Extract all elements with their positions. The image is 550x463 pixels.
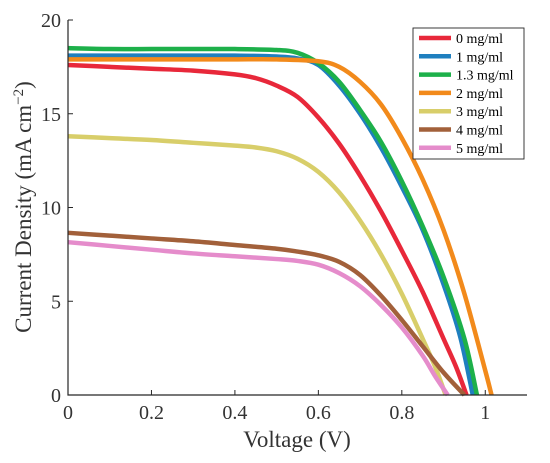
series-line-5 (67, 134, 448, 396)
y-tick-label: 15 (41, 104, 61, 126)
legend-label-6: 4 mg/ml (456, 124, 503, 139)
series-line-7 (67, 239, 450, 397)
legend-label-5: 3 mg/ml (456, 105, 503, 120)
y-tick-label: 20 (41, 10, 61, 32)
series-line-6 (67, 230, 467, 397)
legend: 0 mg/ml 1 mg/ml 1.3 mg/ml 2 mg/ml 3 mg/ml 4 m… (412, 27, 525, 160)
y-axis-label-exponent: −2 (11, 89, 27, 105)
series-line-3 (67, 45, 480, 396)
y-tick-label: 0 (51, 385, 61, 407)
y-ticks: 0 5 10 15 20 (41, 10, 73, 407)
y-axis-label-close: ) (11, 81, 36, 89)
legend-label-2: 1 mg/ml (456, 50, 503, 65)
x-axis-label: Voltage (V) (243, 427, 351, 452)
x-tick-label: 0.8 (389, 402, 414, 424)
x-ticks: 0 0.2 0.4 0.6 0.8 1 (63, 390, 490, 424)
legend-label-1: 0 mg/ml (456, 32, 503, 47)
legend-items: 0 mg/ml 1 mg/ml 1.3 mg/ml 2 mg/ml 3 mg/ml 4 m… (419, 32, 514, 157)
y-axis-label: Current Density (mA cm−2) (11, 81, 36, 333)
x-tick-label: 1 (480, 402, 490, 424)
x-tick-label: 0.2 (139, 402, 164, 424)
legend-label-7: 5 mg/ml (456, 142, 503, 157)
series-line-4 (67, 56, 494, 396)
series-line-1 (67, 62, 469, 396)
y-axis-label-main: Current Density (mA cm (11, 105, 36, 333)
legend-label-3: 1.3 mg/ml (456, 69, 514, 84)
legend-label-4: 2 mg/ml (456, 87, 503, 102)
y-tick-label: 5 (51, 291, 61, 313)
x-tick-label: 0.6 (306, 402, 331, 424)
y-tick-label: 10 (41, 198, 61, 220)
x-tick-label: 0.4 (222, 402, 247, 424)
series-layer (67, 45, 494, 397)
x-tick-label: 0 (63, 402, 73, 424)
